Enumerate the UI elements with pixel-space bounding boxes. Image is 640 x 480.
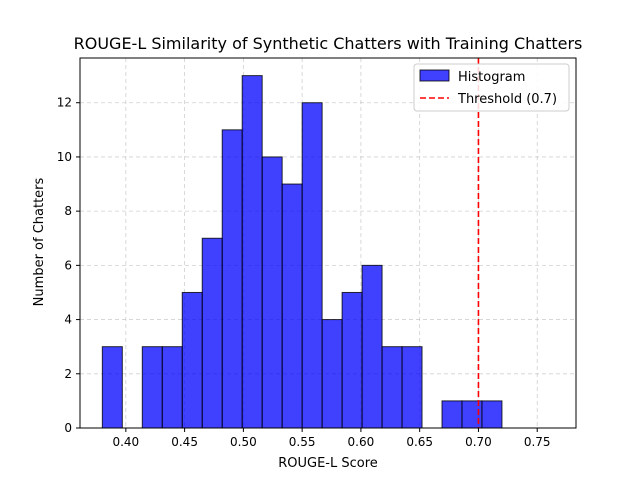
histogram-bars [101, 75, 503, 429]
legend-box [413, 63, 570, 112]
x-tick-label: 0.75 [524, 435, 551, 449]
y-tick-label: 10 [57, 150, 72, 164]
legend-label-histogram: Histogram [458, 70, 525, 85]
y-tick-label: 4 [64, 313, 72, 327]
histogram-bar [401, 346, 423, 429]
histogram-bar [261, 156, 283, 429]
x-tick-label: 0.40 [112, 435, 139, 449]
y-tick-label: 0 [64, 421, 72, 435]
histogram-bar [201, 237, 223, 429]
histogram-bar [241, 75, 263, 429]
x-axis-label: ROUGE-L Score [278, 456, 378, 471]
histogram-bar [481, 400, 503, 429]
histogram-bar [161, 346, 183, 429]
y-tick-label: 8 [64, 204, 72, 218]
histogram-bar [361, 264, 383, 429]
plot-frame [79, 57, 577, 429]
x-tick-label: 0.45 [171, 435, 198, 449]
histogram-bar [221, 129, 243, 429]
legend-swatch-histogram [419, 69, 450, 82]
histogram-bar [321, 319, 343, 429]
x-axis: 0.40 0.45 0.50 0.55 0.60 0.65 0.70 0.75 [112, 428, 551, 449]
histogram-bar [101, 346, 123, 429]
histogram-bar [341, 291, 363, 429]
histogram-bar [281, 183, 303, 429]
histogram-bar [181, 291, 203, 429]
histogram-bar [141, 346, 163, 429]
histogram-bar [301, 102, 323, 429]
histogram-bar [441, 400, 463, 429]
chart-title: ROUGE-L Similarity of Synthetic Chatters… [74, 34, 583, 53]
x-tick-label: 0.55 [289, 435, 316, 449]
x-tick-label: 0.60 [348, 435, 375, 449]
x-tick-label: 0.50 [230, 435, 257, 449]
y-tick-label: 2 [64, 367, 72, 381]
y-tick-label: 12 [57, 96, 72, 110]
y-axis-label: Number of Chatters [32, 177, 47, 306]
x-tick-label: 0.70 [465, 435, 492, 449]
legend: Histogram Threshold (0.7) [413, 63, 570, 112]
x-tick-label: 0.65 [406, 435, 433, 449]
y-tick-label: 6 [64, 258, 72, 272]
y-axis: 0 2 4 6 8 10 12 [57, 96, 80, 435]
histogram-bar [381, 346, 403, 429]
legend-label-threshold: Threshold (0.7) [457, 92, 557, 107]
